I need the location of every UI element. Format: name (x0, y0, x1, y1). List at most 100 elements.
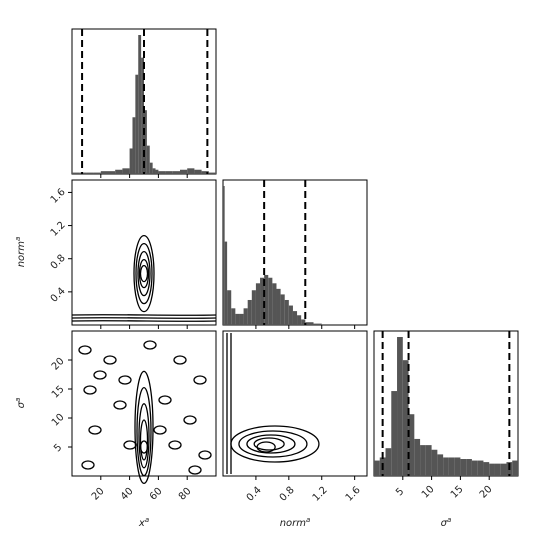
sigma-vs-x-minor-contour (173, 355, 187, 365)
sigma-vs-x-minor-contour (78, 345, 92, 355)
sigma-vs-x-minor-contour (93, 370, 107, 380)
sigma-vs-x-minor-contour (143, 340, 157, 350)
norm-histogram-bar (301, 319, 306, 325)
x-histogram-bar (122, 168, 130, 174)
sigma-vs-x-minor-contour (198, 450, 212, 460)
sigma-histogram-bar (500, 463, 507, 476)
panel-norm-hist (222, 179, 368, 326)
norm-histogram-bar (247, 299, 252, 325)
norm-histogram-bar (292, 311, 298, 325)
x-histogram-bar (208, 172, 216, 174)
norm-ytick-label: 0.8 (49, 253, 68, 272)
sigma-vs-x-minor-contour (168, 440, 182, 450)
sigma-histogram-bar (454, 457, 461, 476)
x-histogram-bar (129, 148, 133, 174)
sigma-axis-label: σa (441, 516, 452, 529)
norm-tick-label: 0.4 (245, 485, 264, 504)
sigma-vs-x-minor-contour (193, 375, 207, 385)
sigma-histogram-bar (512, 460, 518, 476)
x-histogram-bar (72, 172, 80, 174)
sigma-histogram-bar (483, 462, 490, 476)
norm-histogram-bar (264, 274, 269, 325)
norm-histogram-bar (268, 277, 273, 325)
x-tick-label: 80 (177, 486, 194, 503)
norm-histogram-bar (305, 322, 314, 325)
sigma-histogram-bar (448, 457, 455, 476)
sigma-histogram-bar (443, 457, 449, 476)
quantile-line-layer (81, 29, 511, 476)
sigma-histogram-bar (477, 460, 484, 476)
x-histogram-bar (158, 171, 166, 174)
x-histogram-bar (141, 57, 144, 174)
x-histogram-bar (132, 117, 136, 174)
sigma-histogram-bar (494, 463, 501, 476)
norm-tick-label: 1.6 (344, 485, 363, 504)
norm-vs-x-contour (138, 258, 150, 289)
sigma-vs-norm-peak (256, 441, 276, 453)
sigma-vs-x-minor-contour (123, 440, 137, 450)
tick-layer (68, 174, 490, 480)
norm-histogram-bar (251, 290, 256, 325)
x-histogram-bar (135, 74, 139, 174)
sigma-vs-x-minor-contour (153, 425, 167, 435)
norm-histogram-bar (313, 323, 322, 325)
sigma-ytick-label: 15 (50, 384, 67, 401)
sigma-vs-x-contour (139, 419, 149, 461)
x-histogram-bar (165, 171, 173, 174)
norm-histogram-bar (239, 313, 244, 325)
sigma-histogram-bar (431, 449, 438, 476)
sigma-histogram-bar (385, 448, 392, 476)
norm-ytick-label: 0.4 (49, 286, 68, 305)
sigma-histogram-bar (471, 460, 478, 476)
norm-ytick-label: 1.2 (49, 220, 68, 239)
panel-sigma-vs-norm (222, 330, 368, 477)
norm-histogram-bar (288, 305, 293, 325)
x-histogram-bar (138, 35, 142, 174)
norm-y-axis-label: norma (14, 237, 27, 268)
norm-histogram-bar (255, 283, 261, 325)
x-histogram-bar (194, 169, 202, 174)
x-histogram-bar (172, 171, 180, 174)
norm-vs-x-band-contour (71, 314, 217, 316)
norm-histogram-bar (280, 294, 285, 325)
norm-histogram-bar (284, 299, 289, 325)
sigma-vs-x-minor-contour (81, 460, 95, 470)
x-histogram-bar (187, 168, 195, 174)
x-histogram-bar (86, 172, 94, 174)
x-tick-label: 20 (90, 486, 107, 503)
sigma-vs-norm-contour (238, 430, 308, 458)
panel-norm-vs-x (71, 179, 217, 326)
x-histogram-bar (152, 168, 156, 174)
x-histogram-bar (155, 169, 159, 174)
x-histogram-bar (100, 171, 108, 174)
sigma-vs-norm-contour (246, 434, 296, 454)
histogram-layer (72, 35, 518, 476)
sigma-vs-x-contour (136, 386, 152, 477)
sigma-tick-label: 15 (449, 484, 466, 501)
sigma-ytick-label: 5 (52, 442, 64, 454)
norm-histogram-bar (227, 290, 232, 325)
norm-histogram-bar (276, 288, 281, 325)
norm-vs-x-peak (139, 264, 149, 283)
sigma-ytick-label: 20 (50, 356, 67, 373)
norm-axis-label: norma (280, 516, 311, 529)
sigma-vs-x-minor-contour (103, 355, 117, 365)
sigma-vs-x-minor-contour (188, 465, 202, 475)
x-axis-label: xa (138, 516, 149, 529)
norm-histogram-bar (231, 308, 236, 325)
x-histogram-bar (115, 169, 123, 174)
sigma-vs-x-minor-contour (183, 415, 197, 425)
contour-layer (71, 234, 320, 485)
sigma-vs-x-minor-contour (88, 425, 102, 435)
sigma-vs-x-contour (138, 403, 150, 469)
norm-histogram-bar (223, 186, 225, 325)
x-histogram-bar (146, 145, 150, 174)
sigma-histogram-bar (414, 438, 421, 476)
sigma-histogram-bar (374, 460, 380, 476)
norm-vs-x-contour (133, 234, 155, 313)
sigma-histogram-bar (466, 459, 472, 476)
sigma-vs-norm-contour (253, 437, 285, 451)
sigma-histogram-bar (425, 445, 432, 476)
sigma-vs-x-minor-contour (83, 385, 97, 395)
sigma-tick-label: 20 (478, 484, 495, 501)
